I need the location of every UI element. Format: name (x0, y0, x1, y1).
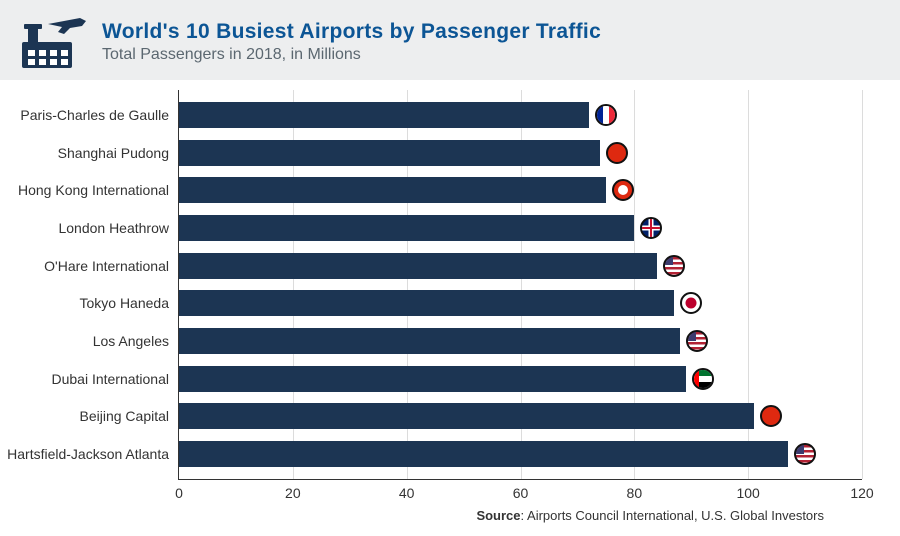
bar-label: Hartsfield-Jackson Atlanta (7, 446, 169, 462)
x-tick-label: 20 (285, 485, 301, 501)
chart-title: World's 10 Busiest Airports by Passenger… (102, 20, 880, 44)
bar-label: Paris-Charles de Gaulle (20, 107, 169, 123)
flag-usa-icon (663, 255, 685, 277)
bar-label: London Heathrow (58, 220, 169, 236)
source-line: Source: Airports Council International, … (10, 480, 862, 523)
airport-logo-icon (20, 14, 88, 70)
bar-row: London Heathrow (179, 215, 862, 241)
bar-row: Hong Kong International (179, 177, 862, 203)
bar-row: Los Angeles (179, 328, 862, 354)
source-label: Source (476, 508, 520, 523)
bar-row: Shanghai Pudong (179, 140, 862, 166)
bar-label: O'Hare International (44, 258, 169, 274)
chart-area: Paris-Charles de Gaulle Shanghai Pudong Ho… (0, 80, 900, 527)
bar (179, 253, 657, 279)
flag-uk-icon (640, 217, 662, 239)
bar (179, 177, 606, 203)
x-tick-label: 80 (627, 485, 643, 501)
bar-row: Hartsfield-Jackson Atlanta (179, 441, 862, 467)
bar (179, 366, 686, 392)
bars-container: Paris-Charles de Gaulle Shanghai Pudong Ho… (179, 90, 862, 479)
flag-france-icon (595, 104, 617, 126)
x-tick-label: 40 (399, 485, 415, 501)
bar-label: Shanghai Pudong (58, 145, 169, 161)
flag-china-icon (760, 405, 782, 427)
source-text: : Airports Council International, U.S. G… (521, 508, 824, 523)
flag-uae-icon (692, 368, 714, 390)
bar (179, 215, 634, 241)
x-tick-label: 100 (736, 485, 759, 501)
bar (179, 328, 680, 354)
x-tick-label: 0 (175, 485, 183, 501)
bar-label: Dubai International (51, 371, 169, 387)
bar (179, 441, 788, 467)
gridline (862, 90, 863, 479)
chart-subtitle: Total Passengers in 2018, in Millions (102, 46, 880, 64)
x-tick-label: 60 (513, 485, 529, 501)
bar (179, 403, 754, 429)
bar (179, 290, 674, 316)
header: World's 10 Busiest Airports by Passenger… (0, 0, 900, 80)
bar-row: Dubai International (179, 366, 862, 392)
bar (179, 102, 589, 128)
bar-label: Beijing Capital (80, 408, 170, 424)
flag-japan-icon (680, 292, 702, 314)
bar-row: O'Hare International (179, 253, 862, 279)
bar (179, 140, 600, 166)
bar-label: Los Angeles (93, 333, 169, 349)
bar-row: Beijing Capital (179, 403, 862, 429)
flag-usa-icon (686, 330, 708, 352)
bar-row: Paris-Charles de Gaulle (179, 102, 862, 128)
flag-china-icon (606, 142, 628, 164)
flag-hongkong-icon (612, 179, 634, 201)
flag-usa-icon (794, 443, 816, 465)
bar-label: Hong Kong International (18, 182, 169, 198)
x-tick-label: 120 (850, 485, 873, 501)
bar-label: Tokyo Haneda (79, 295, 169, 311)
plot: Paris-Charles de Gaulle Shanghai Pudong Ho… (178, 90, 862, 480)
bar-row: Tokyo Haneda (179, 290, 862, 316)
